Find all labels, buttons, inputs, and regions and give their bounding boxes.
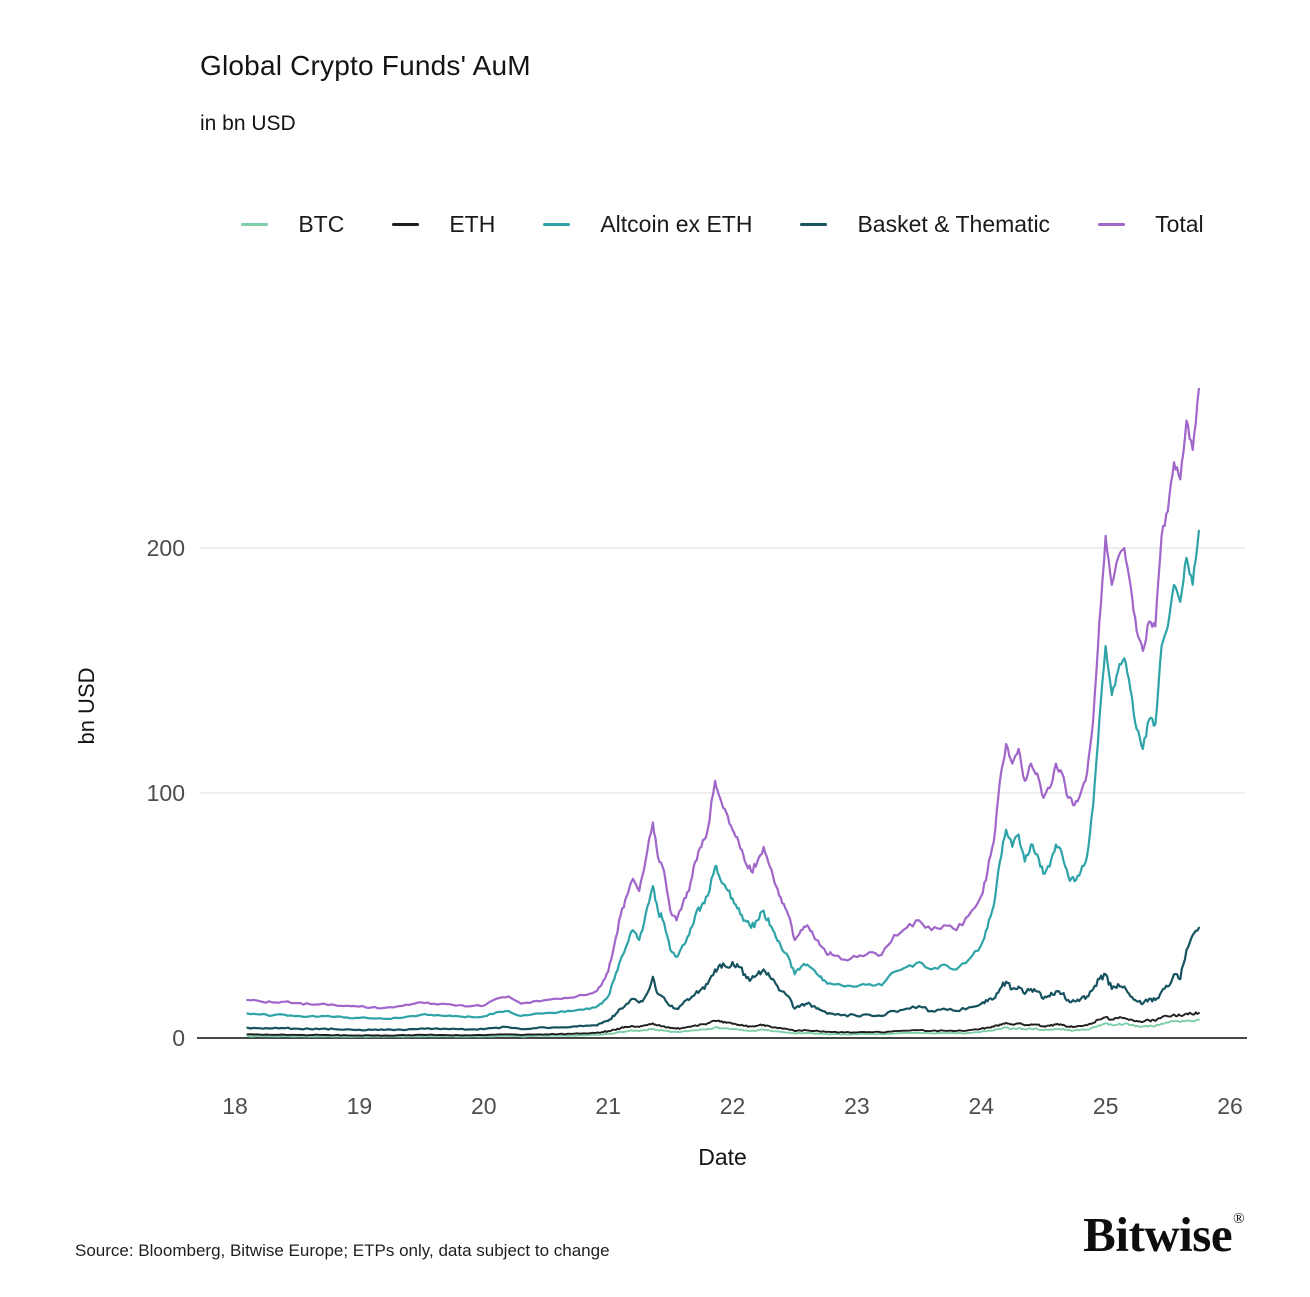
legend-item-basket-thematic: Basket & Thematic xyxy=(800,211,1050,238)
legend-item-btc: BTC xyxy=(241,211,344,238)
legend-dash-icon xyxy=(392,222,420,226)
x-axis-title: Date xyxy=(698,1144,747,1170)
x-tick-label: 26 xyxy=(1217,1093,1243,1119)
bitwise-logo-text: Bitwise xyxy=(1083,1207,1233,1262)
legend-label: Basket & Thematic xyxy=(857,210,1051,237)
x-tick-label: 22 xyxy=(719,1093,746,1119)
y-tick-label: 0 xyxy=(172,1025,185,1051)
legend-item-total: Total xyxy=(1098,211,1204,238)
chart-legend: BTC ETH Altcoin ex ETH Basket & Thematic Tot… xyxy=(200,206,1245,242)
x-tick-label: 25 xyxy=(1092,1093,1119,1119)
legend-label: BTC xyxy=(298,210,345,237)
series-line-btc xyxy=(246,1018,1200,1038)
registered-mark: ® xyxy=(1233,1211,1244,1227)
legend-label: Altcoin ex ETH xyxy=(600,210,753,237)
y-tick-label: 200 xyxy=(146,535,185,561)
x-tick-label: 19 xyxy=(346,1093,373,1119)
bitwise-logo: Bitwise® xyxy=(1083,1206,1244,1263)
y-tick-label: 100 xyxy=(146,780,185,806)
legend-dash-icon xyxy=(1098,222,1126,226)
legend-label: ETH xyxy=(449,210,496,237)
legend-item-altcoin-ex-eth: Altcoin ex ETH xyxy=(543,211,752,238)
series-line-total xyxy=(246,387,1200,1010)
legend-label: Total xyxy=(1155,210,1204,237)
legend-dash-icon xyxy=(543,222,571,226)
x-tick-label: 24 xyxy=(968,1093,995,1119)
legend-item-eth: ETH xyxy=(392,211,495,238)
x-tick-label: 20 xyxy=(470,1093,497,1119)
chart-subtitle: in bn USD xyxy=(200,112,296,135)
series-line-altcoin-ex-eth xyxy=(246,529,1200,1021)
x-tick-label: 18 xyxy=(222,1093,248,1119)
legend-dash-icon xyxy=(241,222,269,226)
x-tick-label: 23 xyxy=(844,1093,870,1119)
source-note: Source: Bloomberg, Bitwise Europe; ETPs … xyxy=(75,1241,610,1260)
y-axis-title: bn USD xyxy=(74,667,99,745)
legend-dash-icon xyxy=(800,222,828,226)
chart-title: Global Crypto Funds' AuM xyxy=(200,50,531,81)
series-line-eth xyxy=(246,1011,1200,1037)
x-tick-label: 21 xyxy=(595,1093,621,1119)
series-line-basket-thematic xyxy=(246,926,1200,1032)
